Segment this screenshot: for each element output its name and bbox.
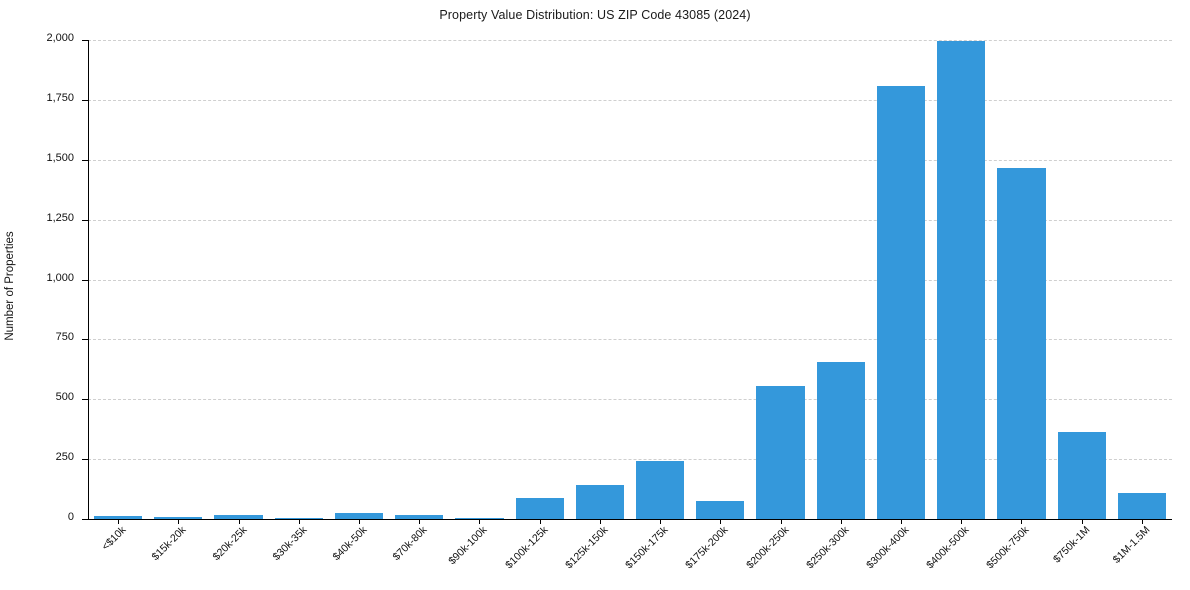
bar[interactable] (636, 460, 685, 519)
y-tick-mark (82, 339, 88, 341)
x-tick-mark (238, 519, 240, 524)
x-tick-label: $500k-750k (984, 524, 1032, 572)
x-tick-label: <$10k (99, 524, 129, 553)
x-tick-mark (419, 519, 421, 524)
y-tick-mark (82, 159, 88, 161)
gridline (88, 339, 1172, 341)
y-tick-mark (82, 99, 88, 101)
x-tick-mark (359, 519, 360, 524)
x-tick-mark (118, 519, 120, 524)
x-tick-label: $15k-20k (149, 524, 189, 564)
bar[interactable] (575, 485, 624, 519)
bar[interactable] (395, 514, 444, 519)
x-tick-label: $30k-35k (270, 524, 310, 564)
x-tick-mark (298, 519, 300, 524)
x-tick-label: $20k-25k (209, 524, 250, 564)
gridline (88, 279, 1172, 281)
x-tick-mark (178, 519, 180, 524)
gridline (88, 159, 1172, 161)
x-tick-mark (1021, 519, 1023, 524)
bar[interactable] (756, 385, 805, 519)
y-tick-label: 500 (55, 391, 74, 404)
bar[interactable] (274, 517, 323, 519)
y-tick-label: 0 (67, 511, 74, 523)
y-tick-mark (82, 459, 88, 461)
x-tick-mark (780, 519, 782, 524)
y-tick-label: 250 (55, 451, 74, 464)
gridline (88, 40, 1172, 41)
x-tick-label: $750k-1M (1050, 524, 1093, 566)
x-tick-label: $400k-500k (924, 524, 972, 572)
y-tick-mark (82, 399, 88, 401)
y-tick-mark (82, 40, 88, 41)
bar[interactable] (696, 500, 745, 519)
gridlines (88, 40, 1172, 519)
bar[interactable] (154, 516, 203, 519)
x-tick-mark (840, 519, 842, 524)
x-tick-mark (961, 519, 963, 524)
x-tick-mark (660, 519, 662, 524)
x-tick-label: $100k-125k (502, 524, 551, 572)
x-tick-mark (599, 519, 601, 524)
x-tick-label: $40k-50k (330, 524, 370, 564)
bar[interactable] (997, 168, 1046, 519)
x-tick-mark (1141, 519, 1143, 524)
x-tick-label: $150k-175k (623, 524, 671, 572)
x-tick-label: $300k-400k (864, 524, 912, 572)
y-tick-label: 1,000 (46, 271, 74, 284)
plot-area (88, 40, 1172, 519)
bars-layer (88, 40, 1172, 519)
x-tick-mark (1081, 519, 1083, 524)
y-tick-mark (82, 279, 88, 281)
y-tick-label: 1,500 (46, 151, 74, 164)
bar[interactable] (214, 515, 263, 519)
bar[interactable] (1057, 432, 1106, 519)
y-tick-mark (82, 219, 88, 221)
gridline (88, 459, 1172, 461)
y-tick-label: 1,250 (46, 211, 74, 224)
x-tick-label: $1M-1.5M (1110, 524, 1153, 566)
y-tick-label: 2,000 (46, 32, 74, 44)
gridline (88, 219, 1172, 221)
x-tick-label: $125k-150k (563, 524, 611, 572)
y-tick-mark (82, 519, 88, 520)
x-tick-mark (539, 519, 541, 524)
chart-title: Property Value Distribution: US ZIP Code… (439, 8, 751, 22)
y-axis-tick-labels: 0 250 500 750 1,000 1,250 1,500 1,750 2,000 (0, 0, 80, 590)
x-tick-label: $175k-200k (683, 524, 731, 572)
x-tick-label: $70k-80k (390, 524, 430, 564)
gridline (88, 399, 1172, 401)
bar[interactable] (334, 512, 384, 519)
gridline (88, 99, 1172, 101)
y-tick-label: 750 (55, 331, 74, 344)
x-tick-label: $200k-250k (743, 524, 792, 572)
bar[interactable] (455, 517, 504, 519)
bar[interactable] (816, 361, 865, 519)
y-tick-label: 1,750 (46, 91, 74, 104)
bar[interactable] (1117, 492, 1166, 519)
bar[interactable] (876, 86, 926, 519)
y-axis-line (88, 40, 89, 519)
bar[interactable] (937, 41, 986, 519)
x-tick-label: $250k-300k (803, 524, 852, 572)
x-tick-mark (901, 519, 902, 524)
x-tick-mark (720, 519, 722, 524)
x-tick-mark (479, 519, 481, 524)
x-tick-label: $90k-100k (446, 524, 490, 568)
bar[interactable] (515, 498, 564, 519)
bar[interactable] (94, 516, 143, 519)
x-axis-line (88, 519, 1172, 520)
